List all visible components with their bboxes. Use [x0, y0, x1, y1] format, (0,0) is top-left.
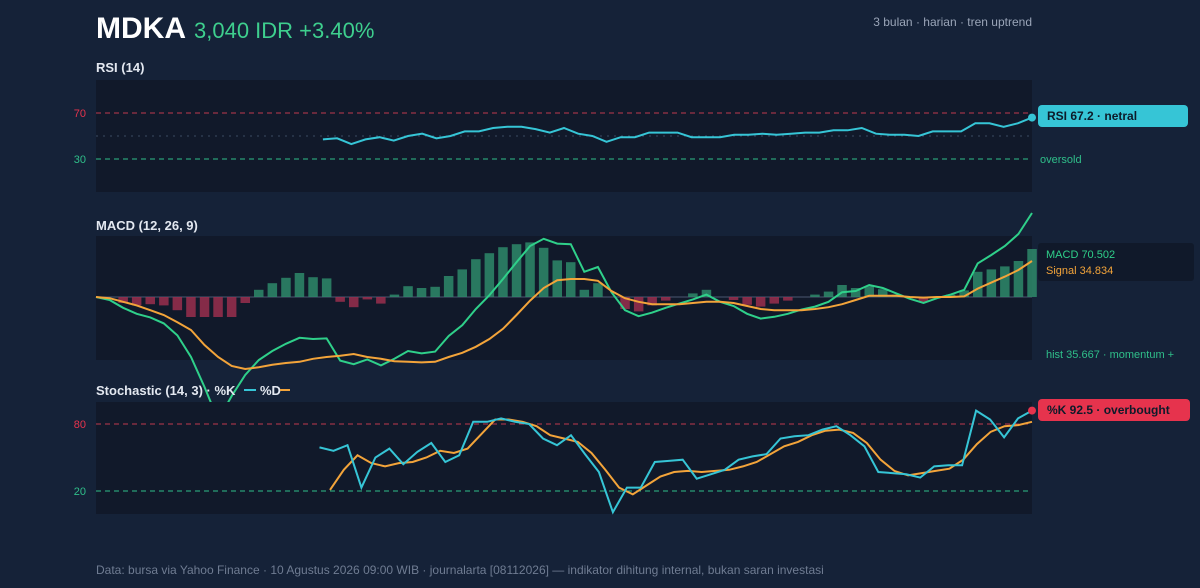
- macd-hist-bar: [593, 283, 603, 297]
- macd-hist-bar: [118, 297, 128, 303]
- stoch-d-line: [329, 418, 1033, 496]
- macd-hist-bar: [131, 297, 142, 306]
- macd-hist-bar: [525, 242, 535, 297]
- macd-hist-bar: [850, 288, 861, 297]
- macd-hist-bar: [783, 297, 793, 301]
- macd-hist-bar: [864, 286, 874, 297]
- macd-hist-bar: [742, 297, 752, 305]
- macd-value-label: MACD 70.502: [1046, 249, 1115, 261]
- macd-histogram: [118, 242, 1037, 317]
- macd-hist-bar: [498, 247, 508, 297]
- macd-hist-bar: [552, 260, 562, 297]
- macd-hist-bar: [281, 277, 291, 297]
- macd-hist-bar: [240, 297, 250, 303]
- macd-hist-bar: [308, 277, 318, 297]
- macd-panel: [96, 236, 1032, 360]
- macd-hist-bar: [172, 297, 183, 311]
- stoch-badge: [1038, 399, 1190, 421]
- macd-hist-bar: [484, 253, 495, 297]
- macd-hist-bar: [878, 289, 888, 297]
- rsi-title: RSI (14): [96, 60, 144, 75]
- macd-hist-bar: [1013, 261, 1024, 297]
- macd-hist-bar: [769, 297, 779, 304]
- macd-hist-bar: [294, 273, 305, 297]
- macd-hist-bar: [403, 286, 413, 297]
- macd-hist-bar: [335, 297, 345, 302]
- price-change: 3,040 IDR +3.40%: [194, 18, 374, 43]
- macd-hist-bar: [688, 293, 698, 297]
- macd-hist-bar: [620, 297, 630, 309]
- macd-hist-bar: [823, 291, 834, 297]
- macd-hist-bar: [389, 294, 400, 297]
- macd-hist-bar: [213, 297, 223, 317]
- macd-hist-bar: [457, 269, 467, 297]
- macd-hist-bar: [267, 283, 278, 297]
- macd-hist-bar: [1027, 249, 1037, 297]
- macd-hist-bar: [579, 289, 590, 297]
- stoch-title: Stochastic (14, 3) · %K: [96, 383, 236, 398]
- macd-hist-bar: [349, 297, 359, 308]
- macd-hist-bar: [837, 285, 847, 297]
- macd-hist-bar: [145, 297, 155, 305]
- rsi-badge: [1038, 105, 1188, 127]
- macd-hist-bar: [321, 278, 332, 297]
- macd-hist-bar: [254, 289, 264, 297]
- rsi-line: [322, 116, 1033, 146]
- stoch-last-point: [1028, 406, 1036, 415]
- macd-hist-bar: [199, 297, 210, 317]
- macd-hist-bar: [918, 297, 929, 303]
- macd-hist-bar: [376, 297, 386, 304]
- macd-hist-bar: [661, 297, 671, 301]
- macd-title: MACD (12, 26, 9): [96, 218, 198, 233]
- signal-line: [95, 260, 1033, 371]
- stoch-badge-text: %K 92.5 · overbought: [1047, 403, 1170, 417]
- macd-hist-bar: [538, 247, 549, 297]
- stoch-d-legend-label: %D: [260, 383, 281, 398]
- macd-hist-bar: [973, 271, 983, 297]
- rsi-badge-text: RSI 67.2 · netral: [1047, 109, 1137, 123]
- chart-subtitle: 3 bulan · harian · tren uptrend: [873, 15, 1032, 29]
- stoch-tick-80: 80: [74, 419, 86, 431]
- rsi-oversold-label: oversold: [1040, 154, 1082, 166]
- macd-hist-bar: [633, 297, 644, 312]
- stoch-k-line: [319, 409, 1033, 515]
- stoch-d-legend-swatch: [280, 389, 290, 391]
- macd-hist-bar: [810, 294, 820, 297]
- macd-hist-bar: [701, 289, 712, 297]
- rsi-last-point: [1028, 113, 1036, 122]
- macd-hist-bar: [362, 297, 373, 300]
- rsi-tick-70: 70: [74, 108, 86, 120]
- macd-hist-bar: [186, 297, 196, 317]
- signal-value-label: Signal 34.834: [1046, 265, 1113, 277]
- macd-hist-bar: [1000, 266, 1010, 297]
- macd-hist-bar: [755, 297, 766, 307]
- footer-source: Data: bursa via Yahoo Finance · 10 Agust…: [96, 563, 824, 577]
- macd-legend-box: [1038, 243, 1194, 281]
- stoch-k-legend-swatch: [244, 389, 256, 391]
- stoch-panel: [96, 402, 1032, 514]
- rsi-tick-30: 30: [74, 154, 86, 166]
- macd-hist-bar: [959, 290, 969, 297]
- hist-value-label: hist 35.667 · momentum +: [1046, 349, 1174, 361]
- macd-hist-bar: [159, 297, 169, 306]
- macd-hist-bar: [945, 294, 956, 297]
- ticker-symbol: MDKA: [96, 12, 186, 45]
- macd-hist-bar: [647, 297, 657, 306]
- macd-hist-bar: [226, 297, 237, 317]
- macd-hist-bar: [430, 286, 440, 297]
- macd-hist-bar: [471, 259, 481, 297]
- stoch-tick-20: 20: [74, 486, 86, 498]
- macd-hist-bar: [416, 288, 427, 297]
- macd-hist-bar: [728, 297, 739, 300]
- macd-hist-bar: [511, 244, 522, 297]
- macd-hist-bar: [443, 276, 454, 297]
